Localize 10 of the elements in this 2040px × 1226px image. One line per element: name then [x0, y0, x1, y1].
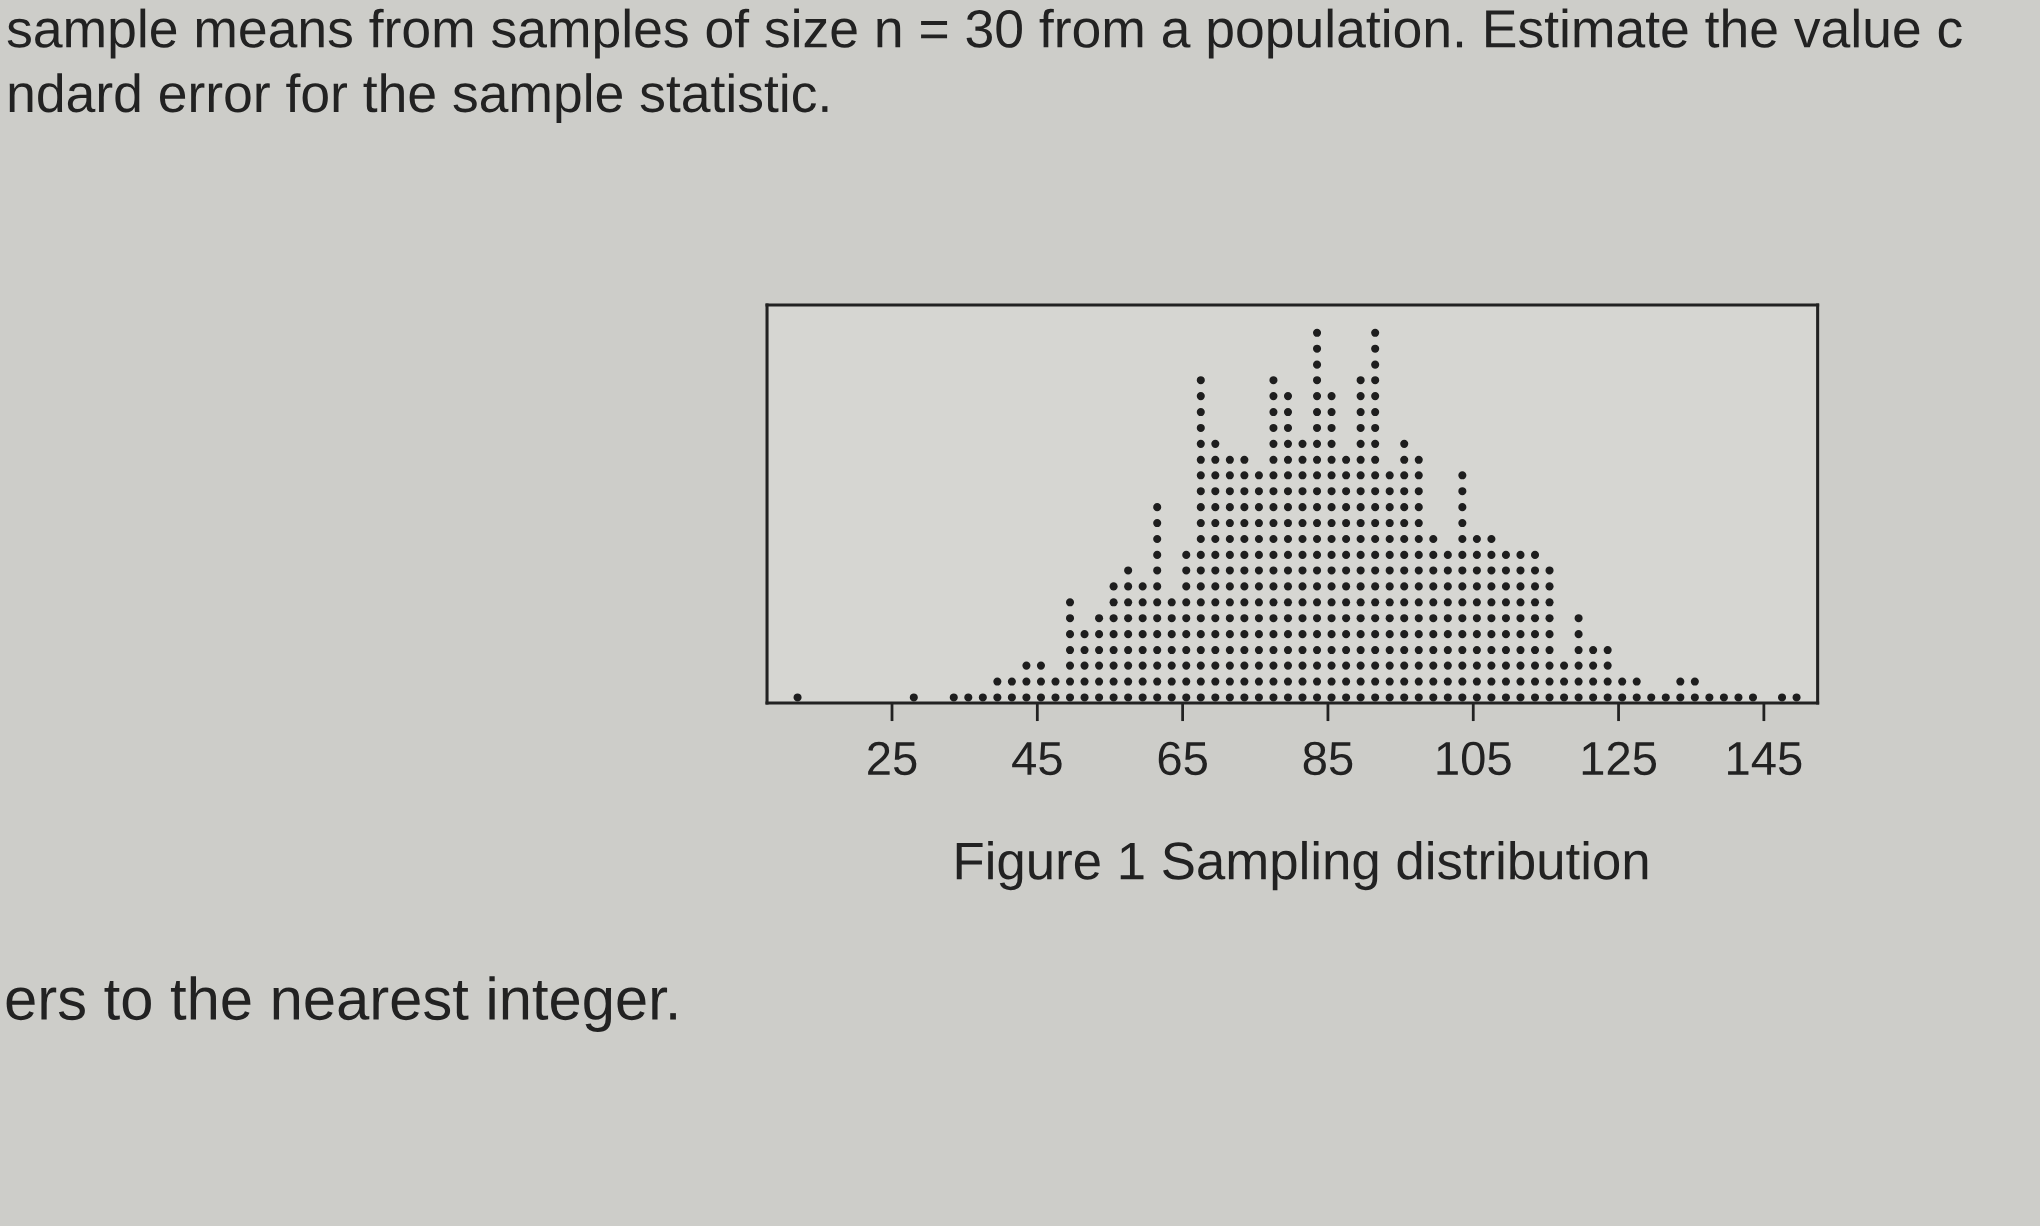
x-tick-label: 85	[1303, 741, 1353, 776]
x-tick-label: 125	[1582, 741, 1656, 776]
x-tick-label: 45	[1012, 742, 1062, 776]
chart-title: sample means from samples of size n = 30 from a population. Estimate the value c ndard error for the sample statistic.	[7, 8, 1962, 123]
x-tick-label: 105	[1437, 741, 1511, 776]
x-tick-label: 65	[1158, 741, 1207, 776]
text: ers to the nearest integer.	[6, 976, 676, 1032]
caption: Figure 1 Sampling distribution	[956, 840, 1648, 891]
x-tick-label: 25	[868, 741, 917, 776]
x-tick-label: 145	[1728, 742, 1802, 776]
